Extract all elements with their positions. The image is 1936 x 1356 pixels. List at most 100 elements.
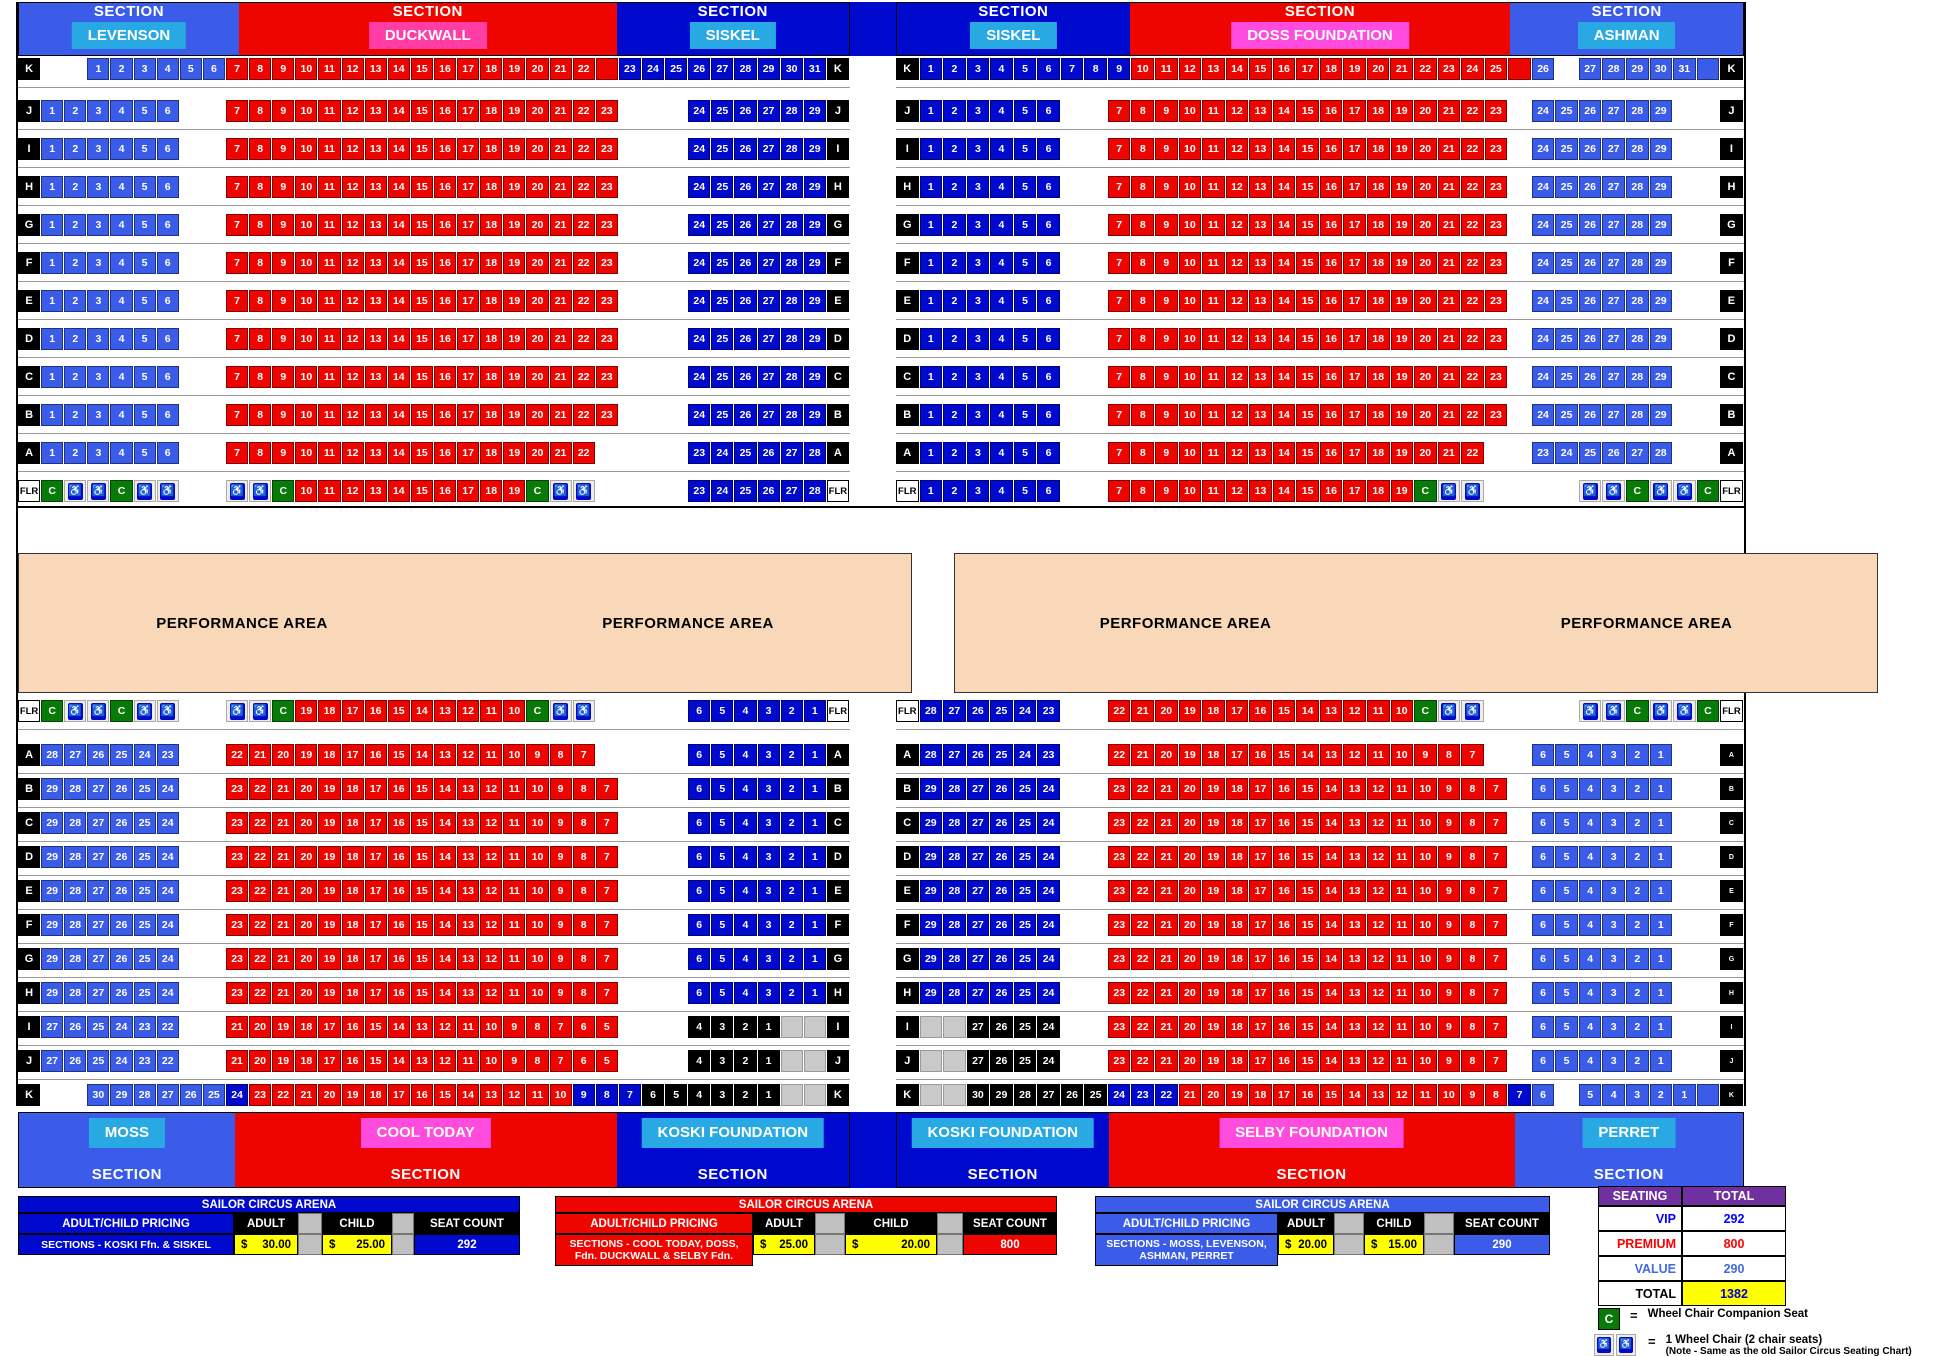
wheelchair-seat[interactable]: ♿ xyxy=(549,480,572,502)
wheelchair-seat[interactable]: ♿ xyxy=(249,700,272,722)
seat[interactable]: 3 xyxy=(757,778,780,800)
seat[interactable]: 18 xyxy=(1225,1050,1249,1072)
seat[interactable]: 18 xyxy=(1225,880,1249,902)
seat[interactable]: 22 xyxy=(1414,58,1437,80)
seat[interactable]: 25 xyxy=(1484,58,1508,80)
seat[interactable]: 19 xyxy=(1202,948,1225,970)
seat[interactable]: 21 xyxy=(1155,812,1178,834)
seat[interactable]: 31 xyxy=(1673,58,1696,80)
seat[interactable]: 16 xyxy=(1319,100,1343,122)
seat[interactable]: 15 xyxy=(1272,700,1296,722)
seat[interactable]: 29 xyxy=(919,846,943,868)
seat[interactable]: 22 xyxy=(1131,778,1155,800)
seat[interactable]: 20 xyxy=(295,846,318,868)
seat[interactable]: 2 xyxy=(734,1050,757,1072)
seat[interactable]: 25 xyxy=(1555,404,1578,426)
seat[interactable]: 11 xyxy=(1202,138,1225,160)
seat[interactable]: 16 xyxy=(1319,442,1343,464)
companion-seat[interactable]: C xyxy=(1626,480,1649,502)
seat[interactable]: 22 xyxy=(1131,982,1155,1004)
seat[interactable]: 22 xyxy=(572,214,595,236)
seat[interactable]: 12 xyxy=(1343,700,1366,722)
seat[interactable]: 20 xyxy=(1178,982,1202,1004)
seat[interactable]: 9 xyxy=(272,366,295,388)
seat[interactable]: 15 xyxy=(410,176,433,198)
seat[interactable]: 13 xyxy=(433,700,457,722)
seat[interactable]: 26 xyxy=(179,1084,202,1106)
seat[interactable]: 2 xyxy=(1649,1084,1673,1106)
seat[interactable]: 25 xyxy=(711,138,734,160)
seat[interactable]: 11 xyxy=(480,744,503,766)
seat[interactable]: 29 xyxy=(1649,366,1673,388)
seat[interactable]: 20 xyxy=(526,328,549,350)
seat[interactable]: 29 xyxy=(803,100,826,122)
wheelchair-seat[interactable]: ♿ xyxy=(1649,480,1673,502)
seat[interactable]: 16 xyxy=(1319,366,1343,388)
seat[interactable]: 27 xyxy=(1602,138,1625,160)
seat[interactable]: 5 xyxy=(1013,404,1037,426)
seat[interactable]: 20 xyxy=(249,1016,272,1038)
seat[interactable]: 21 xyxy=(1155,982,1178,1004)
seat[interactable]: 12 xyxy=(1366,880,1390,902)
seat[interactable]: 20 xyxy=(1414,214,1437,236)
seat[interactable]: 7 xyxy=(1107,100,1131,122)
seat[interactable]: 3 xyxy=(966,214,990,236)
seat[interactable]: 3 xyxy=(966,252,990,274)
seat[interactable]: 10 xyxy=(526,914,549,936)
seat[interactable]: 4 xyxy=(110,404,133,426)
seat[interactable]: 14 xyxy=(1319,880,1343,902)
seat[interactable]: 2 xyxy=(1625,778,1649,800)
seat[interactable]: 5 xyxy=(1578,1084,1602,1106)
seat[interactable]: 14 xyxy=(387,1016,410,1038)
seat[interactable]: 2 xyxy=(1625,1050,1649,1072)
seat[interactable]: 5 xyxy=(711,982,734,1004)
seat[interactable]: 6 xyxy=(1037,480,1060,502)
seat[interactable]: 15 xyxy=(1296,914,1319,936)
seat[interactable]: 25 xyxy=(1013,1016,1037,1038)
seat[interactable]: 16 xyxy=(1319,480,1343,502)
seat[interactable]: 1 xyxy=(919,366,943,388)
wheelchair-seat[interactable]: ♿ xyxy=(87,480,110,502)
seat[interactable]: 19 xyxy=(503,290,526,312)
seat[interactable]: 12 xyxy=(1366,778,1390,800)
seat[interactable]: 6 xyxy=(1037,328,1060,350)
seat[interactable]: 18 xyxy=(1366,214,1390,236)
seat[interactable]: 11 xyxy=(1202,176,1225,198)
seat[interactable]: 22 xyxy=(249,846,272,868)
seat[interactable]: 28 xyxy=(943,914,966,936)
seat[interactable]: 30 xyxy=(966,1084,990,1106)
seat[interactable]: 11 xyxy=(318,328,341,350)
seat[interactable]: 6 xyxy=(688,812,711,834)
seat[interactable]: 13 xyxy=(1343,948,1366,970)
seat[interactable]: 23 xyxy=(595,404,618,426)
seat[interactable]: 13 xyxy=(1343,778,1366,800)
seat[interactable]: 5 xyxy=(1013,58,1037,80)
seat[interactable]: 7 xyxy=(1484,948,1508,970)
seat[interactable]: 11 xyxy=(1390,812,1414,834)
seat[interactable]: 17 xyxy=(318,1050,341,1072)
seat[interactable]: 17 xyxy=(457,252,480,274)
seat[interactable]: 1 xyxy=(803,948,826,970)
seat[interactable]: 2 xyxy=(943,100,966,122)
seat[interactable]: 12 xyxy=(480,778,503,800)
seat[interactable]: 7 xyxy=(549,1050,572,1072)
seat[interactable]: 16 xyxy=(1249,744,1272,766)
seat[interactable]: 8 xyxy=(1437,744,1461,766)
seat[interactable]: 15 xyxy=(1296,404,1319,426)
seat[interactable]: 20 xyxy=(526,442,549,464)
seat[interactable]: 19 xyxy=(318,982,341,1004)
seat[interactable]: 23 xyxy=(133,1016,156,1038)
seat[interactable]: 12 xyxy=(480,846,503,868)
seat[interactable]: 27 xyxy=(966,1050,990,1072)
seat[interactable]: 20 xyxy=(1178,1050,1202,1072)
seat[interactable]: 3 xyxy=(1602,1050,1625,1072)
seat[interactable]: 23 xyxy=(1484,138,1508,160)
seat[interactable]: 24 xyxy=(688,176,711,198)
seat[interactable]: 8 xyxy=(249,176,272,198)
seat[interactable]: 3 xyxy=(87,366,110,388)
seat[interactable]: 21 xyxy=(549,252,572,274)
seat[interactable]: 1 xyxy=(919,442,943,464)
seat[interactable]: 27 xyxy=(64,744,87,766)
seat[interactable]: 11 xyxy=(503,846,526,868)
seat[interactable]: 3 xyxy=(87,100,110,122)
